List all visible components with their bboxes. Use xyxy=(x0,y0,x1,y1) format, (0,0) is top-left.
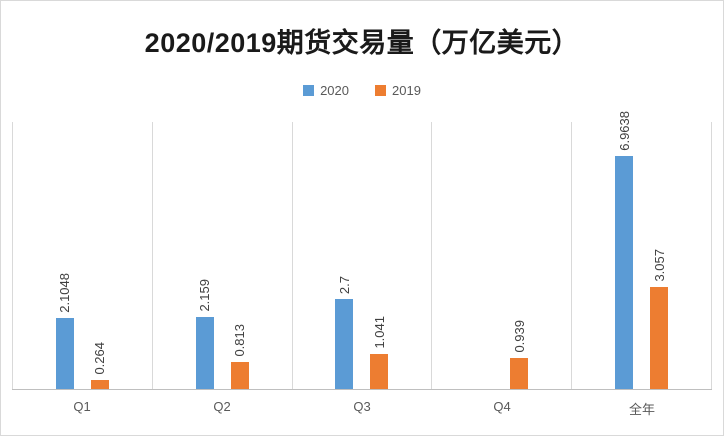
category-cell-Q3: 2.7 1.041 xyxy=(291,122,432,389)
bar-group-2020-Q1: 2.1048 xyxy=(55,273,74,389)
bar-2020-Q2 xyxy=(195,317,214,389)
bar-group-2019-全年: 3.057 xyxy=(650,249,669,389)
legend: 2020 2019 xyxy=(1,82,723,98)
bar-value-label-2020-Q1: 2.1048 xyxy=(57,273,73,313)
plot-area: 2.1048 0.264 2.159 0.813 2.7 1.041 0.939 6.9638… xyxy=(12,111,712,390)
bar-group-2019-Q1: 0.264 xyxy=(90,342,109,389)
bar-group-2020-Q2: 2.159 xyxy=(195,279,214,389)
bar-2019-Q4 xyxy=(510,358,529,389)
x-axis-label-Q1: Q1 xyxy=(73,399,91,414)
legend-item-2020: 2020 xyxy=(303,83,349,98)
bar-value-label-2020-Q2: 2.159 xyxy=(197,279,213,312)
bar-group-2019-Q3: 1.041 xyxy=(370,316,389,389)
bar-group-2019-Q4: 0.939 xyxy=(510,320,529,389)
bar-2019-Q2 xyxy=(230,362,249,389)
legend-item-2019: 2019 xyxy=(375,83,421,98)
bar-group-2019-Q2: 0.813 xyxy=(230,324,249,389)
bar-value-label-2019-Q2: 0.813 xyxy=(232,324,248,357)
category-cell-Q4: 0.939 xyxy=(431,122,571,389)
legend-swatch-2020 xyxy=(303,84,315,96)
bar-2019-Q1 xyxy=(90,380,109,389)
bar-2020-Q1 xyxy=(55,318,74,389)
bar-value-label-2019-Q1: 0.264 xyxy=(92,342,108,375)
x-axis-label-Q4: Q4 xyxy=(493,399,511,414)
bar-value-label-2019-全年: 3.057 xyxy=(651,249,667,282)
x-axis-label-Q2: Q2 xyxy=(213,399,231,414)
bar-2020-Q3 xyxy=(335,299,354,389)
category-cell-Q2: 2.159 0.813 xyxy=(151,122,292,389)
bar-2020-全年 xyxy=(615,156,634,389)
bar-group-2020-全年: 6.9638 xyxy=(615,111,634,389)
bar-2019-全年 xyxy=(650,287,669,389)
bar-group-2020-Q3: 2.7 xyxy=(335,275,354,389)
x-axis-label-Q3: Q3 xyxy=(353,399,371,414)
bar-value-label-2019-Q3: 1.041 xyxy=(371,316,387,349)
x-axis-label-全年: 全年 xyxy=(628,402,655,417)
bar-value-label-2020-Q3: 2.7 xyxy=(336,275,352,294)
legend-swatch-2019 xyxy=(375,84,386,96)
category-cell-全年: 6.9638 3.057 xyxy=(571,111,712,389)
bar-value-label-2020-全年: 6.9638 xyxy=(616,111,632,151)
legend-label-2019: 2019 xyxy=(392,82,421,98)
x-axis-labels: Q1 Q2 Q3 Q4 全年 xyxy=(12,390,712,418)
legend-label-2020: 2020 xyxy=(320,82,349,98)
category-cell-Q1: 2.1048 0.264 xyxy=(12,122,152,389)
bar-value-label-2019-Q4: 0.939 xyxy=(511,320,527,353)
chart-title: 2020/2019期货交易量（万亿美元） xyxy=(144,28,580,58)
bar-2019-Q3 xyxy=(370,354,389,389)
